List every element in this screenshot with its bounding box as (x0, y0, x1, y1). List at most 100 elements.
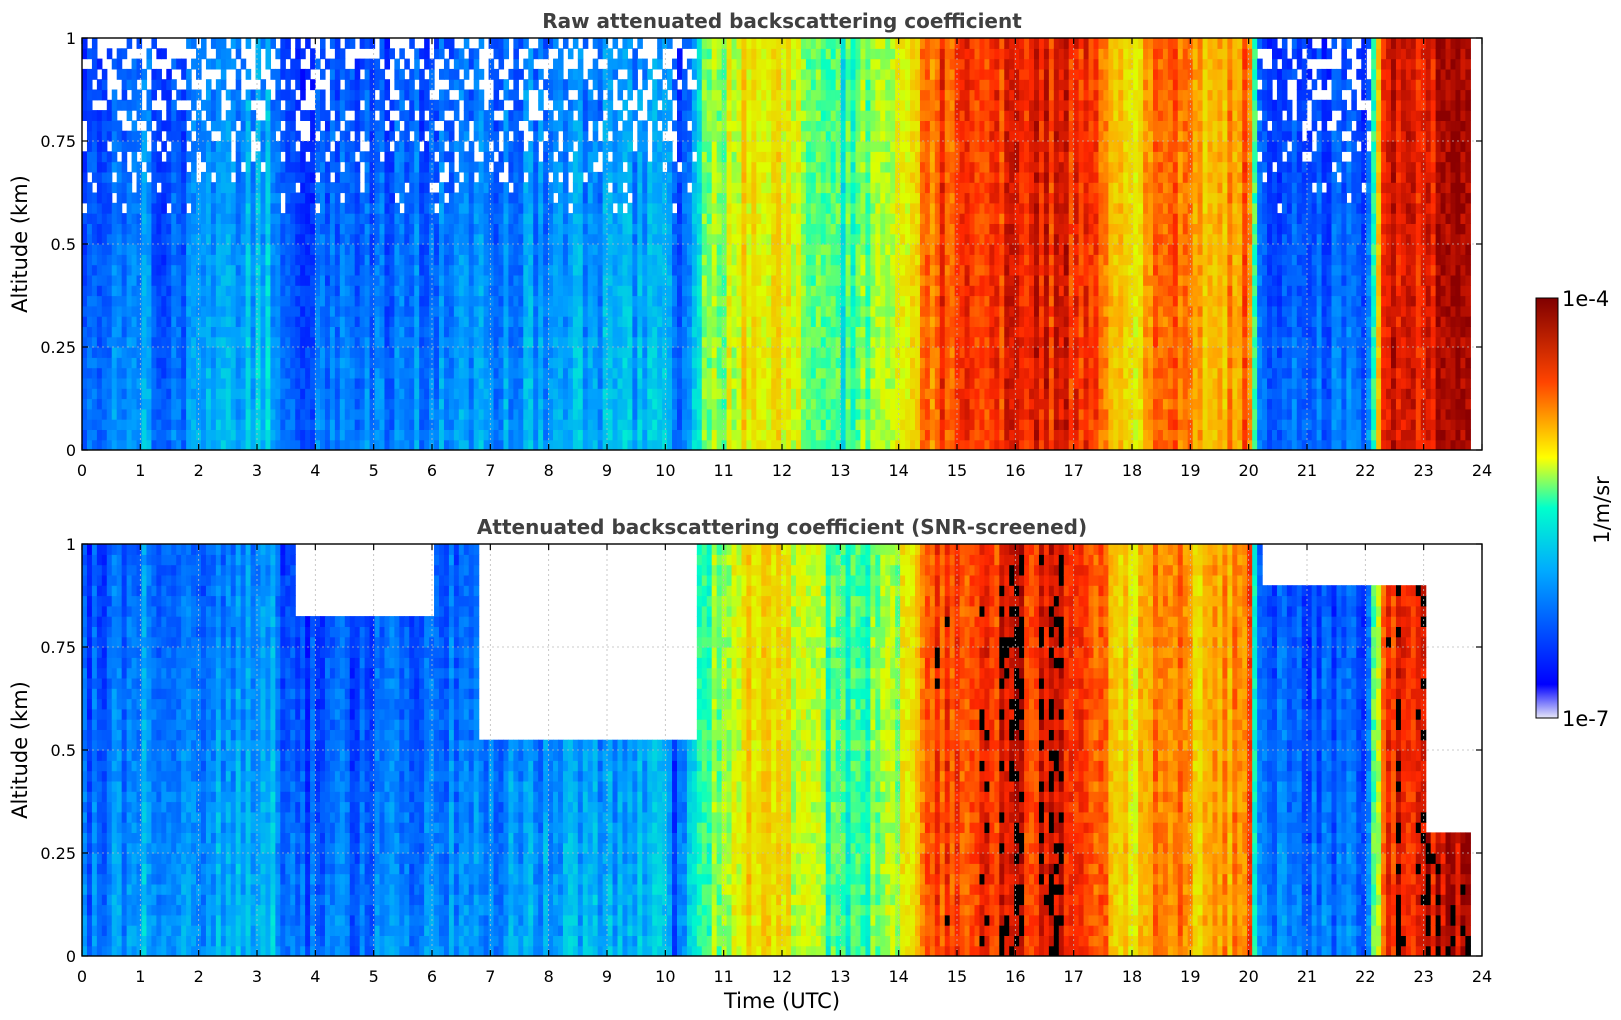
heatmap-cell (215, 202, 222, 214)
heatmap-cell (443, 377, 450, 389)
heatmap-cell (761, 38, 767, 49)
heatmap-cell (731, 367, 738, 379)
heatmap-cell (116, 244, 123, 255)
heatmap-cell (245, 274, 252, 286)
heatmap-cell (632, 274, 638, 286)
heatmap-cell (677, 120, 683, 132)
heatmap-cell (513, 316, 519, 327)
heatmap-cell (260, 295, 267, 307)
heatmap-cell (677, 429, 683, 441)
heatmap-cell (394, 274, 400, 286)
heatmap-cell (766, 223, 772, 235)
heatmap-cell (151, 182, 157, 194)
heatmap-cell (230, 295, 237, 307)
heatmap-cell (483, 233, 490, 245)
heatmap-cell (181, 264, 187, 276)
heatmap-cell (513, 120, 519, 132)
heatmap-cell (493, 48, 500, 60)
heatmap-cell (448, 367, 455, 379)
heatmap-cell (463, 99, 470, 111)
heatmap-cell (592, 233, 599, 245)
heatmap-cell (146, 357, 153, 369)
heatmap-cell (215, 439, 222, 450)
heatmap-cell (424, 58, 430, 70)
heatmap-cell (399, 110, 405, 121)
heatmap-cell (354, 295, 361, 307)
heatmap-cell (741, 295, 748, 307)
heatmap-cell (746, 357, 752, 369)
heatmap-cell (716, 357, 723, 369)
heatmap-cell (612, 274, 619, 286)
heatmap-cell (686, 223, 693, 235)
heatmap-cell (691, 192, 698, 204)
heatmap-cell (250, 202, 257, 214)
heatmap-cell (622, 254, 629, 266)
heatmap-cell (508, 367, 514, 379)
heatmap-cell (741, 274, 748, 286)
heatmap-cell (295, 99, 301, 111)
heatmap-cell (686, 264, 693, 276)
heatmap-cell (210, 244, 217, 255)
heatmap-cell (647, 367, 653, 379)
heatmap-cell (691, 244, 698, 255)
heatmap-cell (424, 151, 430, 163)
heatmap-cell (126, 326, 133, 338)
heatmap-cell (364, 347, 371, 358)
heatmap-cell (637, 141, 643, 152)
heatmap-cell (662, 120, 668, 132)
heatmap-cell (686, 161, 693, 173)
heatmap-cell (766, 326, 772, 338)
heatmap-cell (706, 244, 713, 255)
heatmap-cell (339, 233, 346, 245)
heatmap-cell (543, 48, 549, 60)
heatmap-cell (166, 398, 172, 410)
heatmap-cell (602, 161, 609, 173)
heatmap-cell (369, 38, 376, 49)
heatmap-cell (751, 377, 757, 389)
heatmap-cell (642, 244, 648, 255)
heatmap-cell (245, 285, 252, 297)
heatmap-cell (339, 99, 346, 111)
heatmap-cell (652, 357, 658, 369)
heatmap-cell (255, 254, 262, 266)
heatmap-cell (572, 347, 579, 358)
heatmap-cell (359, 367, 366, 379)
heatmap-cell (483, 264, 490, 276)
heatmap-cell (533, 264, 539, 276)
heatmap-cell (384, 305, 391, 317)
heatmap-cell (305, 202, 311, 214)
heatmap-cell (478, 326, 485, 338)
heatmap-cell (597, 336, 604, 348)
heatmap-cell (280, 223, 286, 235)
heatmap-cell (146, 316, 153, 327)
heatmap-cell (558, 419, 564, 430)
heatmap-cell (201, 223, 207, 235)
heatmap-cell (240, 171, 247, 183)
heatmap-cell (726, 398, 733, 410)
heatmap-cell (736, 110, 743, 121)
heatmap-cell (667, 295, 673, 307)
heatmap-cell (181, 254, 187, 266)
heatmap-cell (548, 316, 554, 327)
heatmap-cell (473, 357, 480, 369)
heatmap-cell (538, 223, 544, 235)
heatmap-cell (443, 130, 450, 142)
heatmap-cell (448, 264, 455, 276)
heatmap-cell (404, 120, 410, 132)
heatmap-cell (384, 233, 391, 245)
heatmap-cell (766, 429, 772, 441)
heatmap-cell (320, 48, 326, 60)
heatmap-cell (344, 192, 351, 204)
heatmap-cell (156, 68, 162, 80)
heatmap-cell (592, 141, 599, 152)
heatmap-cell (349, 347, 356, 358)
heatmap-cell (295, 429, 301, 441)
heatmap-cell (483, 285, 490, 297)
heatmap-cell (106, 233, 113, 245)
heatmap-cell (627, 326, 633, 338)
heatmap-cell (468, 233, 475, 245)
heatmap-cell (96, 202, 103, 214)
heatmap-cell (711, 99, 718, 111)
heatmap-cell (414, 223, 420, 235)
heatmap-cell (235, 233, 242, 245)
